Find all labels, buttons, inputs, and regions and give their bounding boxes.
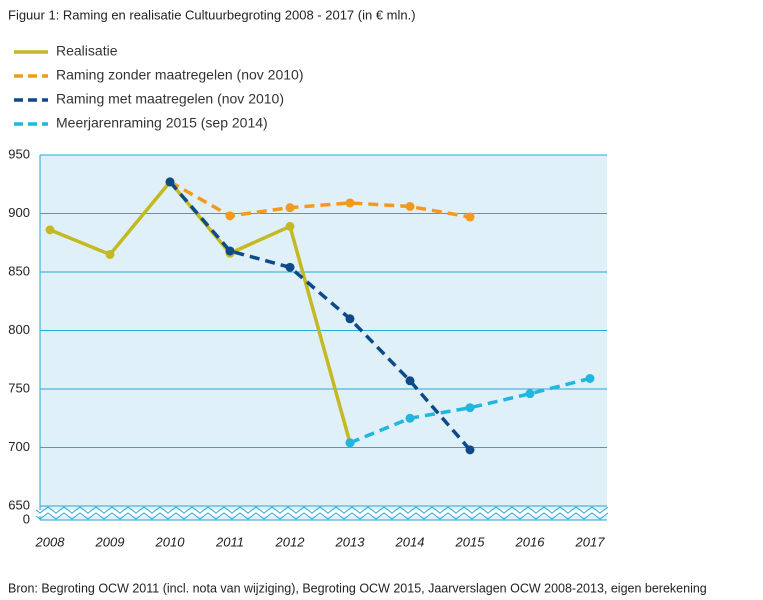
legend-label: Realisatie — [56, 43, 118, 59]
legend-label: Meerjarenraming 2015 (sep 2014) — [56, 115, 268, 131]
data-point — [585, 373, 595, 383]
data-point — [465, 445, 475, 455]
y-tick-label: 800 — [8, 322, 30, 337]
x-tick-label: 2016 — [515, 534, 546, 549]
axis-break-gap — [34, 510, 613, 516]
x-tick-label: 2011 — [215, 534, 244, 549]
data-point — [465, 212, 475, 222]
y-tick-label: 750 — [8, 380, 30, 395]
data-point — [45, 225, 55, 235]
axis-break — [35, 506, 609, 514]
x-tick-label: 2014 — [395, 534, 425, 549]
y-tick-label: 900 — [8, 205, 30, 220]
legend-label: Raming zonder maatregelen (nov 2010) — [56, 67, 303, 83]
y-tick-label: 850 — [8, 263, 30, 278]
chart-title: Figuur 1: Raming en realisatie Cultuurbe… — [8, 7, 416, 22]
x-tick-label: 2012 — [275, 534, 306, 549]
x-tick-label: 2013 — [335, 534, 366, 549]
data-point — [285, 262, 295, 272]
data-point — [225, 246, 235, 256]
data-point — [165, 177, 175, 187]
data-point — [525, 389, 535, 399]
y-tick-label: 950 — [8, 146, 30, 161]
data-point — [345, 438, 355, 448]
x-tick-label: 2009 — [95, 534, 125, 549]
series-line — [49, 179, 352, 444]
legend-label: Raming met maatregelen (nov 2010) — [56, 91, 284, 107]
data-point — [345, 314, 355, 324]
plot-background — [40, 155, 607, 520]
data-point — [465, 403, 475, 413]
data-point — [405, 201, 415, 211]
x-tick-label: 2010 — [155, 534, 186, 549]
x-tick-label: 2015 — [455, 534, 486, 549]
series-line — [349, 376, 591, 445]
x-tick-label: 2008 — [35, 534, 66, 549]
y-tick-label: 700 — [8, 439, 30, 454]
data-point — [405, 413, 415, 423]
data-point — [285, 203, 295, 213]
data-point — [225, 211, 235, 221]
data-point — [345, 198, 355, 208]
y-tick-label: 650 — [8, 497, 30, 512]
data-point — [405, 376, 415, 386]
series-line — [168, 180, 472, 451]
axis-break — [35, 512, 609, 520]
series-line — [169, 180, 471, 219]
x-tick-label: 2017 — [575, 534, 606, 549]
source-note: Bron: Begroting OCW 2011 (incl. nota van… — [8, 581, 707, 595]
data-point — [105, 249, 115, 259]
y-tick-label: 0 — [23, 511, 30, 526]
data-point — [285, 221, 295, 231]
